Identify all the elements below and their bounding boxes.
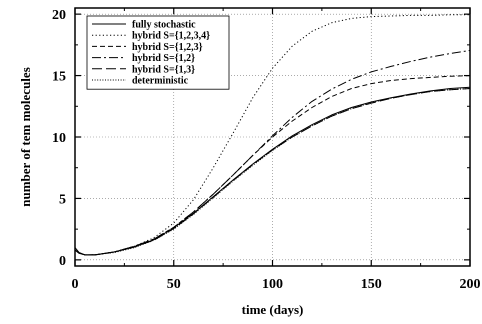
x-axis-label: time (days) bbox=[242, 302, 304, 317]
y-tick-label-2: 10 bbox=[52, 131, 66, 146]
y-tick-label-1: 5 bbox=[59, 192, 66, 207]
legend-label-5: deterministic bbox=[132, 76, 189, 87]
tick-labels: 0 50 100 150 200 0 5 10 15 20 bbox=[52, 8, 481, 292]
series-line-2 bbox=[74, 75, 471, 256]
y-tick-label-0: 0 bbox=[59, 254, 66, 269]
series-line-0 bbox=[74, 86, 471, 256]
axis-ticks bbox=[74, 8, 471, 266]
legend-label-1: hybrid S={1,2,3,4} bbox=[132, 31, 210, 42]
y-tick-label-4: 20 bbox=[52, 8, 66, 23]
x-tick-label-2: 100 bbox=[262, 277, 283, 292]
x-tick-label-1: 50 bbox=[167, 277, 181, 292]
x-tick-label-0: 0 bbox=[72, 277, 79, 292]
y-axis-label: number of tem molecules bbox=[18, 67, 33, 206]
legend-label-0: fully stochastic bbox=[132, 20, 196, 31]
series-line-1 bbox=[74, 14, 470, 256]
legend-box bbox=[86, 15, 230, 90]
series-layer bbox=[74, 14, 471, 256]
legend-label-2: hybrid S={1,2,3} bbox=[132, 42, 203, 53]
series-line-5 bbox=[74, 88, 471, 256]
legend-label-4: hybrid S={1,3} bbox=[132, 64, 195, 75]
x-tick-label-3: 150 bbox=[361, 277, 382, 292]
legend-label-3: hybrid S={1,2} bbox=[132, 53, 195, 64]
y-tick-label-3: 15 bbox=[52, 70, 66, 85]
x-tick-label-4: 200 bbox=[460, 277, 481, 292]
